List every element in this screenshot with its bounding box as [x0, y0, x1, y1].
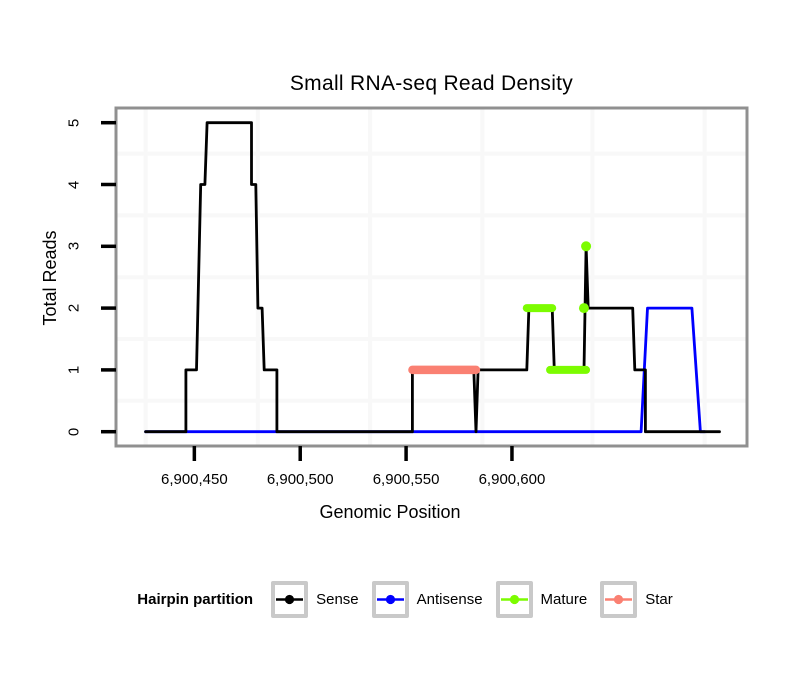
legend-label-antisense: Antisense — [416, 590, 483, 608]
legend-item-star: Star — [600, 580, 673, 618]
legend-label-star: Star — [645, 590, 673, 608]
x-tick-label: 6,900,500 — [266, 471, 334, 488]
partition-point-mature — [581, 241, 592, 252]
legend-glyph-star — [605, 594, 633, 604]
legend-key-star-icon — [600, 580, 638, 618]
legend-title: Hairpin partition — [137, 590, 254, 608]
legend-key-antisense-icon — [371, 580, 409, 618]
y-tick-label: 3 — [65, 242, 83, 251]
y-tick-label: 1 — [65, 365, 83, 375]
legend-label-sense: Sense — [316, 590, 359, 608]
partition-point-mature — [578, 303, 589, 314]
legend-item-mature: Mature — [495, 580, 588, 618]
chart-title: Small RNA-seq Read Density — [289, 72, 574, 95]
y-axis-title: Total Reads — [40, 230, 60, 326]
x-axis-title: Genomic Position — [319, 502, 461, 522]
legend-glyph-mature — [500, 594, 528, 604]
y-tick-label: 2 — [65, 303, 83, 313]
y-tick-label: 0 — [65, 427, 83, 436]
x-tick-label: 6,900,450 — [160, 471, 228, 488]
y-tick-label: 5 — [65, 118, 83, 127]
legend-label-mature: Mature — [540, 590, 588, 608]
legend-glyph-sense — [276, 594, 304, 604]
panel-border — [114, 106, 749, 448]
series-line-sense — [144, 121, 721, 434]
x-tick-label: 6,900,600 — [478, 471, 546, 488]
legend-key-mature-icon — [495, 580, 533, 618]
legend-item-antisense: Antisense — [371, 580, 483, 618]
x-tick-label: 6,900,550 — [372, 471, 440, 488]
legend-item-sense: Sense — [271, 580, 359, 618]
y-tick-label: 4 — [65, 180, 83, 189]
legend-key-sense-icon — [271, 580, 309, 618]
legend-glyph-antisense — [376, 594, 404, 604]
legend: Hairpin partition Sense Antisense Mature St… — [0, 578, 810, 620]
